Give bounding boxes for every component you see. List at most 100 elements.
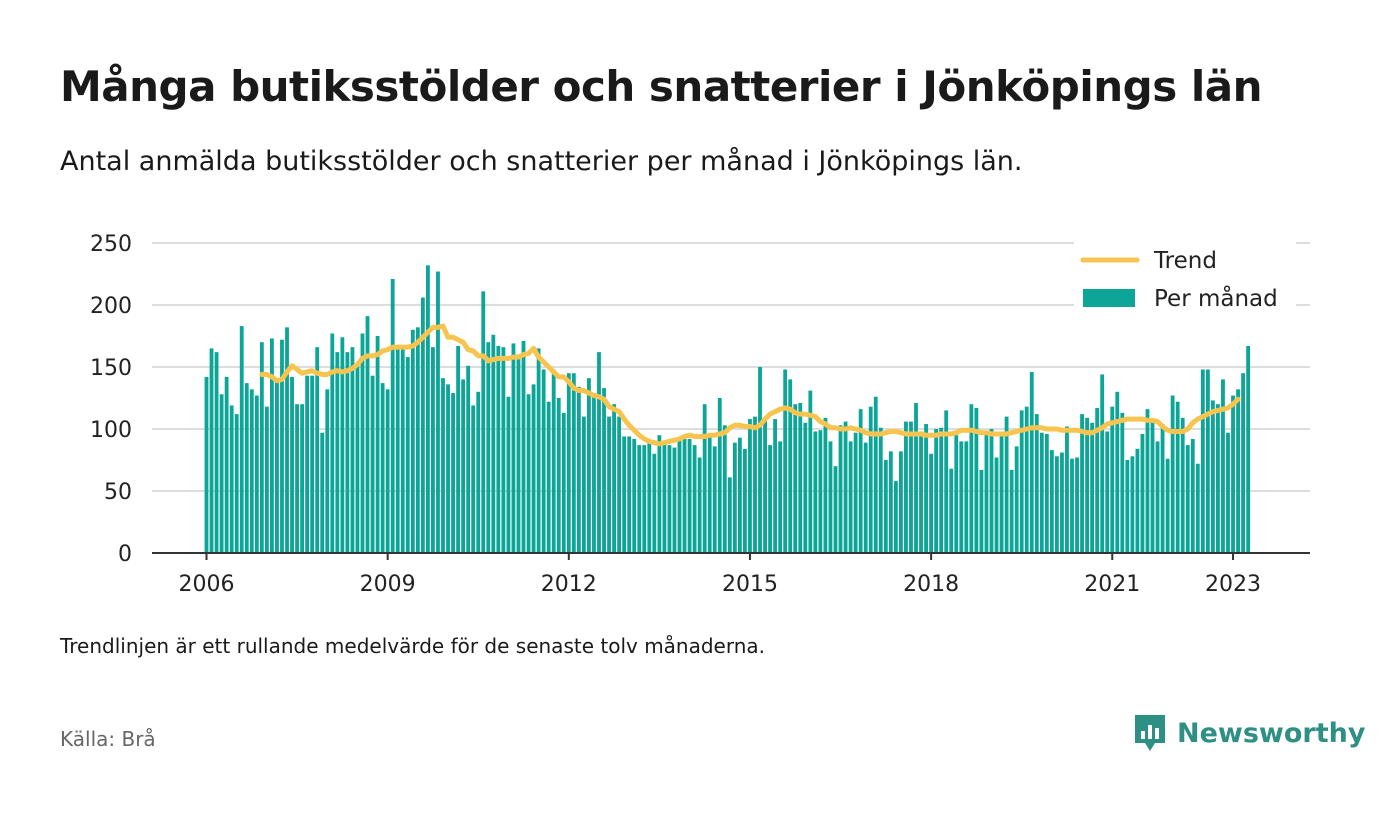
bar	[642, 445, 647, 553]
bar	[345, 352, 350, 553]
bar	[239, 326, 244, 553]
legend-label-trend: Trend	[1153, 248, 1217, 274]
bar	[280, 339, 284, 553]
bar	[1210, 400, 1215, 553]
bar	[1034, 414, 1039, 553]
bar	[290, 376, 294, 553]
bar	[919, 431, 923, 553]
bar	[375, 336, 380, 553]
bar	[521, 340, 526, 553]
bar	[999, 433, 1004, 553]
bar	[400, 347, 405, 553]
bar	[395, 347, 400, 553]
bar	[581, 416, 586, 553]
bar	[768, 445, 772, 553]
bar	[566, 373, 571, 553]
bar	[1070, 458, 1074, 553]
bar	[214, 352, 219, 553]
bar	[863, 442, 868, 553]
bar	[707, 433, 712, 553]
bar	[682, 438, 687, 553]
bar	[727, 477, 732, 553]
bar	[380, 383, 385, 553]
bar	[813, 431, 818, 553]
x-tick-label: 2012	[541, 572, 597, 597]
bar	[994, 457, 999, 553]
bar	[969, 404, 974, 553]
x-tick-label: 2015	[722, 572, 778, 597]
bar	[1135, 448, 1140, 553]
bar	[853, 432, 858, 553]
footnote: Trendlinjen är ett rullande medelvärde f…	[60, 634, 766, 658]
bar	[702, 404, 707, 553]
bar	[1160, 424, 1165, 553]
bar	[234, 414, 239, 553]
bar	[1145, 409, 1150, 553]
bar	[576, 386, 581, 553]
bar	[959, 441, 964, 553]
y-tick-label: 50	[104, 480, 132, 505]
bar	[954, 435, 959, 553]
bar	[717, 398, 722, 553]
bar	[1120, 412, 1125, 553]
bar	[843, 421, 848, 553]
bar	[446, 384, 450, 553]
newsworthy-logo-icon	[1135, 715, 1165, 751]
legend-bar-swatch	[1083, 289, 1135, 307]
bar	[370, 375, 375, 553]
bar	[481, 291, 486, 553]
bar	[244, 383, 249, 553]
bar	[471, 405, 476, 553]
bar	[803, 422, 808, 553]
bar	[229, 405, 234, 553]
bar	[632, 438, 637, 553]
bars	[204, 265, 1251, 553]
bar	[873, 396, 878, 553]
bar	[461, 379, 466, 553]
bar	[300, 404, 305, 553]
bar	[597, 352, 601, 553]
bar	[808, 390, 813, 553]
bar	[1009, 469, 1014, 553]
bar	[330, 333, 335, 553]
bar	[320, 432, 325, 553]
bar	[1130, 456, 1135, 553]
legend: Trend Per månad	[1074, 241, 1296, 317]
bar	[1200, 369, 1205, 553]
bar	[1100, 374, 1105, 553]
bar	[456, 345, 461, 553]
bar	[355, 365, 360, 553]
bar	[310, 375, 315, 553]
bar	[929, 453, 934, 553]
bar	[1039, 432, 1044, 553]
bar	[818, 430, 823, 553]
bar	[1110, 406, 1115, 553]
bar	[949, 468, 954, 553]
bar	[224, 376, 229, 553]
x-tick-label: 2021	[1084, 572, 1140, 597]
y-tick-label: 150	[90, 356, 132, 381]
bar	[602, 388, 606, 553]
bar	[974, 407, 979, 553]
bar	[511, 343, 516, 553]
bar	[868, 406, 873, 553]
bar	[1014, 446, 1019, 553]
bar	[1241, 373, 1245, 553]
bar	[687, 438, 692, 553]
bar	[883, 460, 888, 553]
bar	[617, 416, 622, 553]
bar	[295, 404, 299, 553]
bar	[1236, 389, 1240, 553]
bar	[506, 396, 511, 553]
bar	[592, 393, 596, 553]
bar	[888, 451, 893, 553]
bar	[979, 469, 984, 553]
bar	[657, 435, 662, 553]
bar	[531, 384, 536, 553]
bar	[516, 354, 521, 553]
bar	[390, 278, 395, 553]
bar	[264, 406, 269, 553]
bar	[788, 379, 793, 553]
bar	[1231, 395, 1235, 553]
bar	[275, 379, 279, 553]
